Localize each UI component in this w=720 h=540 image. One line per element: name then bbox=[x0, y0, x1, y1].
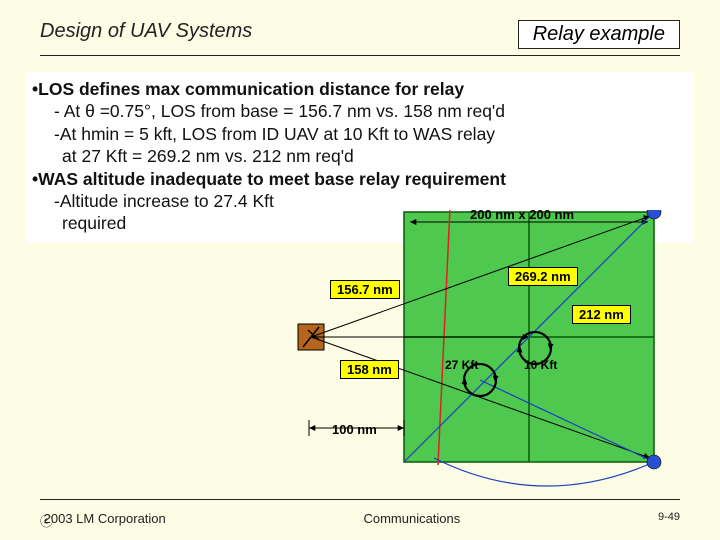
bullet-1b: -At hmin = 5 kft, LOS from ID UAV at 10 … bbox=[32, 123, 688, 145]
bullet-2a: -Altitude increase to 27.4 Kft bbox=[32, 190, 688, 212]
area-label: 200 nm x 200 nm bbox=[470, 207, 574, 222]
bullet-2: •WAS altitude inadequate to meet base re… bbox=[32, 168, 688, 190]
leg1-label: 156.7 nm bbox=[330, 280, 400, 299]
leg5-label: 100 nm bbox=[332, 422, 377, 437]
bullet-1: •LOS defines max communication distance … bbox=[32, 78, 688, 100]
footer: ⓒ 2003 LM Corporation 9-49 Communication… bbox=[40, 511, 680, 526]
page-number: 9-49 bbox=[658, 511, 680, 523]
leg3-label: 269.2 nm bbox=[508, 267, 578, 286]
bullet-1a: - At θ =0.75°, LOS from base = 156.7 nm … bbox=[32, 100, 688, 122]
header-divider bbox=[40, 55, 680, 56]
alt1-label: 27 Kft bbox=[445, 358, 478, 372]
footer-divider bbox=[40, 499, 680, 500]
subtitle-box: Relay example bbox=[518, 20, 680, 49]
copyright: ⓒ 2003 LM Corporation bbox=[40, 511, 166, 526]
leg2-label: 158 nm bbox=[340, 360, 399, 379]
alt2-label: 10 Kft bbox=[524, 358, 557, 372]
leg4-label: 212 nm bbox=[572, 305, 631, 324]
bullet-1c: at 27 Kft = 269.2 nm vs. 212 nm req'd bbox=[32, 145, 688, 167]
page-title: Design of UAV Systems bbox=[40, 20, 252, 43]
relay-diagram: 200 nm x 200 nm 156.7 nm 158 nm 269.2 nm… bbox=[0, 210, 720, 510]
